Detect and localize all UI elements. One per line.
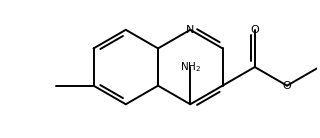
Text: NH$_2$: NH$_2$ (180, 60, 201, 74)
Text: N: N (186, 25, 195, 35)
Text: O: O (251, 25, 259, 35)
Text: O: O (283, 81, 292, 91)
